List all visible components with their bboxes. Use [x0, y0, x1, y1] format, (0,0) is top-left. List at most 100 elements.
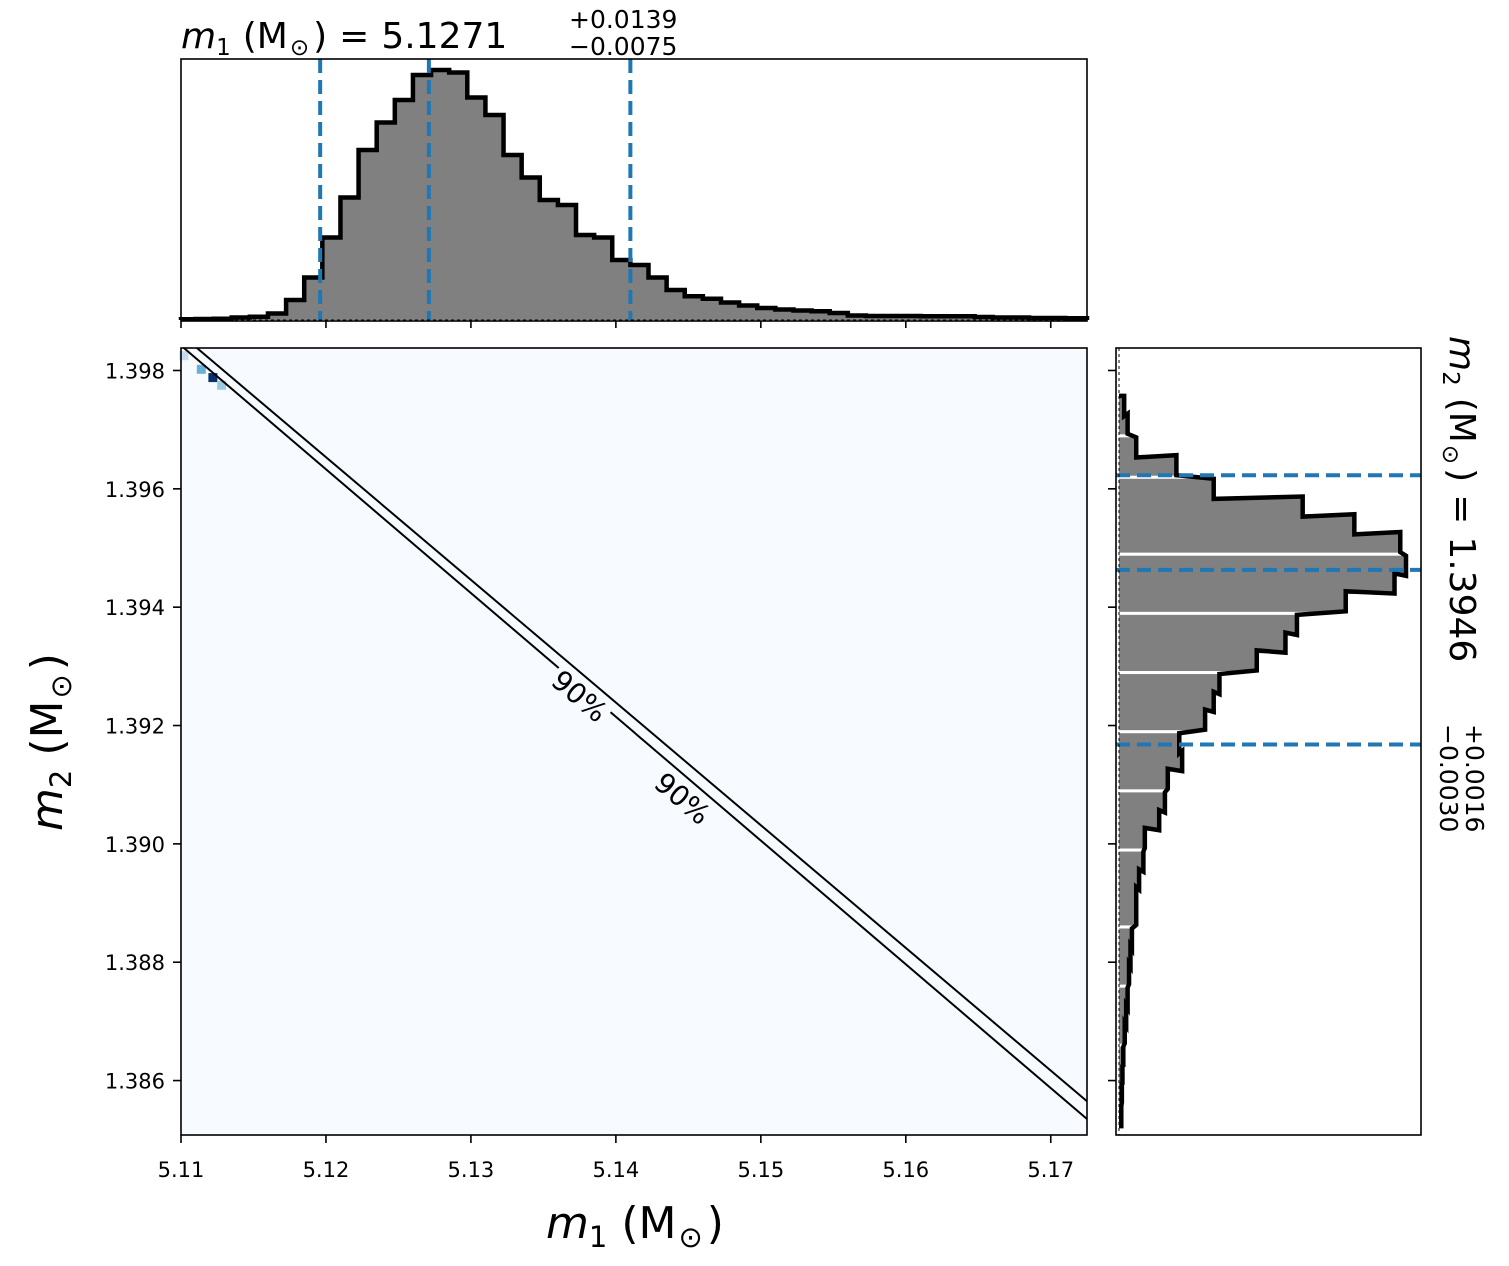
top-marginal-frame	[180, 58, 1088, 322]
top-hist-bar	[702, 298, 722, 320]
top-hist-outline	[178, 67, 1090, 322]
top-title-unit-close: )	[313, 16, 327, 57]
right-hist-bar	[1119, 591, 1346, 612]
density-cell	[217, 380, 227, 390]
top-hist-bar	[340, 197, 360, 320]
right-hist-bar	[1119, 691, 1214, 713]
x-tick-label: 5.17	[1027, 1158, 1074, 1182]
top-hist-bar	[322, 237, 341, 320]
xlabel-unit-close: )	[707, 1198, 724, 1249]
ylabel-symbol: m	[22, 788, 73, 831]
right-hist-bar	[1119, 437, 1137, 458]
top-hist-bar	[539, 200, 559, 320]
x-tick-label: 5.12	[303, 1158, 350, 1182]
right-hist-bar	[1119, 904, 1137, 926]
right-title-equals: =	[1441, 494, 1482, 524]
joint-frame	[180, 347, 1088, 1136]
top-hist-bar	[793, 310, 813, 320]
top-hist-bar	[576, 235, 595, 320]
y-tick-label: 1.388	[105, 951, 165, 975]
joint-x-ticks: 5.11 5.12 5.13 5.14 5.15 5.16 5.17	[158, 1135, 1074, 1182]
x-tick-label: 5.16	[882, 1158, 929, 1182]
joint-x-axis-label: m1 (M⊙)	[546, 1198, 724, 1254]
right-hist-bar	[1119, 1023, 1125, 1044]
xlabel-unit-sub: ⊙	[678, 1220, 702, 1254]
y-tick-label: 1.386	[105, 1070, 165, 1094]
top-hist-bar	[612, 260, 631, 320]
density-cell	[196, 364, 206, 374]
right-hist-bar	[1119, 478, 1214, 500]
top-hist-bar	[286, 300, 305, 320]
right-hist-bar	[1119, 674, 1220, 695]
top-hist-bar	[521, 177, 541, 320]
x-tick-label: 5.13	[448, 1158, 495, 1182]
right-title-unit-close: )	[1441, 468, 1482, 482]
top-hist-bar	[630, 265, 649, 320]
ylabel-subscript: 2	[44, 770, 78, 788]
x-tick-label: 5.14	[592, 1158, 639, 1182]
right-hist-bar	[1119, 963, 1130, 985]
top-marginal-panel: m1 (M⊙) = 5.1271 +0.0139 −0.0075	[178, 5, 1090, 328]
top-hist-bar	[503, 155, 523, 320]
top-hist-bar	[684, 296, 704, 320]
top-title-plus: +0.0139	[569, 5, 677, 34]
y-tick-label: 1.396	[105, 478, 165, 502]
xlabel-unit: (M	[621, 1198, 676, 1249]
joint-y-ticks: 1.386 1.388 1.390 1.392 1.394 1.396 1.398	[105, 359, 181, 1094]
top-hist-bar	[394, 100, 414, 320]
density-cell	[179, 351, 189, 361]
top-hist-bar	[829, 313, 849, 320]
right-marginal-frame	[1115, 347, 1422, 1136]
right-hist-bar	[1119, 532, 1401, 553]
right-title-minus: −0.0030	[1434, 724, 1463, 832]
right-hist-bar	[1119, 413, 1128, 435]
xlabel-symbol: m	[546, 1198, 589, 1249]
top-hist-bar	[557, 205, 577, 320]
right-hist-bar	[1119, 555, 1406, 577]
right-hist-bar	[1119, 632, 1286, 654]
right-marginal-panel: m2 (M ⊙) = 1.3946 +0.0016 −0.0030	[1108, 336, 1489, 1136]
top-title-symbol: m	[181, 16, 216, 57]
joint-density-cells	[179, 351, 227, 390]
top-marginal-quantiles	[318, 59, 633, 320]
top-hist-bar	[648, 277, 668, 320]
top-hist-bar	[304, 277, 323, 320]
right-marginal-ticks	[1108, 369, 1116, 1082]
right-hist-bar	[1119, 496, 1303, 518]
contour-90-line	[183, 347, 1088, 1120]
right-hist-bar	[1119, 827, 1145, 849]
right-hist-bar	[1119, 514, 1355, 535]
top-hist-bar	[376, 122, 396, 320]
top-marginal-ticks	[180, 321, 1052, 328]
top-title-minus: −0.0075	[569, 32, 677, 61]
x-tick-label: 5.15	[737, 1158, 784, 1182]
right-title-unit: (M	[1441, 398, 1482, 443]
top-title-unit-sub: ⊙	[290, 35, 309, 61]
joint-background	[181, 348, 1087, 1135]
top-hist-bar	[720, 302, 740, 320]
right-title-unit-sub: ⊙	[1437, 445, 1463, 464]
right-hist-bar	[1119, 946, 1131, 967]
top-hist-bar	[811, 311, 831, 320]
right-hist-bar	[1119, 792, 1165, 814]
top-hist-bar	[449, 72, 468, 320]
right-hist-bar	[1119, 395, 1125, 417]
right-hist-bar	[1119, 614, 1297, 636]
top-marginal-histogram	[178, 67, 1090, 322]
ylabel-unit: (M	[22, 701, 73, 756]
right-hist-bar	[1119, 650, 1257, 671]
top-title-equals: =	[339, 16, 369, 57]
x-tick-label: 5.11	[158, 1158, 205, 1182]
ylabel-unit-close: )	[22, 653, 73, 670]
right-hist-bar	[1119, 887, 1137, 908]
y-tick-label: 1.390	[105, 833, 165, 857]
y-tick-label: 1.394	[105, 596, 165, 620]
right-marginal-quantiles	[1116, 473, 1421, 747]
top-hist-bar	[757, 308, 776, 320]
right-hist-bar	[1119, 768, 1168, 790]
top-hist-bar	[775, 309, 794, 320]
top-title-value: 5.1271	[381, 16, 507, 57]
top-hist-bar	[594, 237, 613, 320]
top-hist-bar	[267, 313, 287, 320]
